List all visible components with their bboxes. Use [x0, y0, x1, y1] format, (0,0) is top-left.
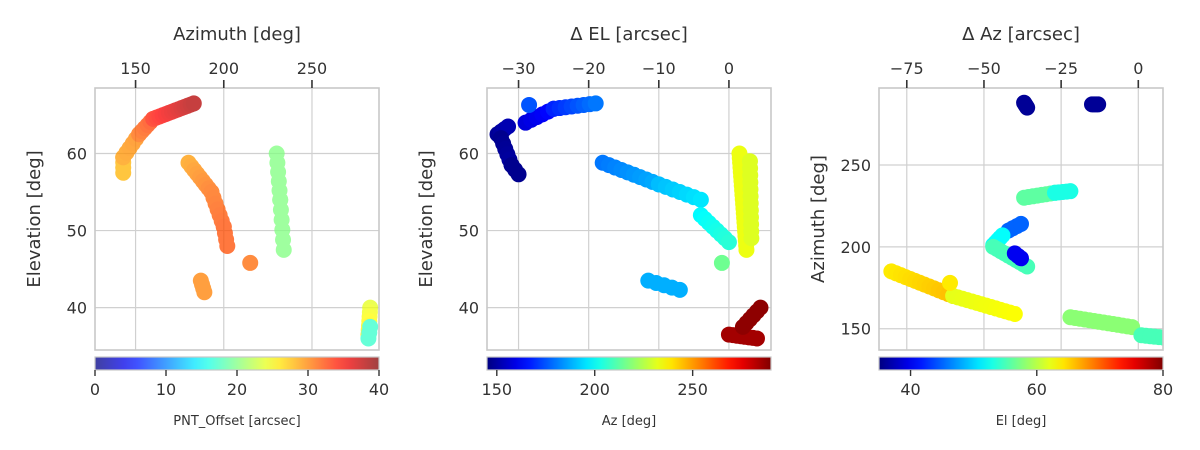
colorbar-tick-label: 200	[579, 380, 610, 399]
panel-3: −75 −50 −25 0 150 200 250 Δ Az [arcsec] Azimuth …	[808, 24, 1180, 429]
y-axis-title: Elevation [deg]	[24, 150, 45, 287]
colorbar-tick-label: 20	[227, 380, 247, 399]
data-point	[185, 95, 202, 112]
colorbar-tick-label: 10	[156, 380, 176, 399]
y-tick-label: 50	[67, 222, 87, 241]
data-point	[752, 299, 769, 316]
x-axis-title: Azimuth [deg]	[173, 24, 301, 45]
data-point	[1013, 250, 1029, 267]
plot-area	[487, 88, 771, 350]
colorbar-tick-label: 150	[482, 380, 513, 399]
x-tick-label: 200	[208, 59, 239, 78]
x-tick-label: −10	[642, 59, 676, 78]
data-point	[362, 318, 379, 335]
axes-frame	[94, 87, 380, 351]
colorbar	[487, 357, 771, 370]
x-axis-title: Δ Az [arcsec]	[962, 24, 1080, 45]
axes-frame	[486, 87, 772, 351]
data-point	[587, 95, 604, 112]
y-axis-title: Elevation [deg]	[416, 150, 437, 287]
colorbar	[95, 357, 379, 370]
x-tick-label: 150	[120, 59, 151, 78]
data-point	[671, 281, 688, 298]
data-point	[1013, 215, 1029, 232]
colorbar	[879, 357, 1163, 370]
colorbar-tick-label: 0	[90, 380, 100, 399]
y-axis-title: Azimuth [deg]	[808, 155, 829, 283]
data-point	[196, 284, 213, 301]
y-tick-label: 40	[67, 299, 87, 318]
x-tick-label: −20	[572, 59, 606, 78]
x-tick-label: −50	[967, 59, 1001, 78]
data-point	[692, 191, 709, 208]
data-points	[115, 95, 379, 347]
colorbar-tick-label: 40	[369, 380, 389, 399]
data-point	[1090, 96, 1107, 113]
data-points	[883, 94, 1180, 347]
data-point	[219, 237, 236, 254]
colorbar-title: El [deg]	[996, 414, 1047, 429]
x-tick-label: −30	[502, 59, 536, 78]
data-point	[748, 330, 765, 347]
data-point	[1062, 183, 1079, 200]
data-point	[942, 274, 958, 291]
y-tick-label: 60	[459, 145, 479, 164]
y-tick-label: 60	[67, 145, 87, 164]
x-tick-label: 0	[1133, 59, 1143, 78]
colorbar-tick-label: 60	[1027, 380, 1047, 399]
x-tick-label: −25	[1044, 59, 1078, 78]
data-point	[994, 227, 1011, 244]
y-tick-label: 40	[459, 299, 479, 318]
colorbar-tick-label: 30	[298, 380, 318, 399]
data-point	[743, 230, 760, 247]
colorbar-tick-label: 40	[900, 380, 920, 399]
data-point	[713, 254, 730, 271]
axes-frame	[878, 87, 1164, 351]
data-point	[1006, 305, 1023, 322]
x-tick-label: 0	[724, 59, 734, 78]
x-tick-label: −75	[890, 59, 924, 78]
data-point	[500, 118, 517, 135]
y-tick-label: 200	[840, 238, 871, 257]
data-point	[242, 254, 259, 271]
colorbar-tick-label: 80	[1153, 380, 1173, 399]
x-axis-title: Δ EL [arcsec]	[570, 24, 687, 45]
colorbar-frame	[486, 356, 772, 371]
colorbar-tick-label: 250	[677, 380, 708, 399]
x-tick-label: 250	[297, 59, 328, 78]
colorbar-title: PNT_Offset [arcsec]	[173, 414, 300, 429]
data-point	[510, 166, 527, 183]
y-tick-label: 150	[840, 320, 871, 339]
panel-2: −30 −20 −10 0 40 50 60 Δ EL [arcsec] Elevation […	[416, 24, 772, 429]
y-tick-label: 250	[840, 156, 871, 175]
data-points	[489, 95, 769, 347]
data-point	[720, 234, 737, 251]
colorbar-title: Az [deg]	[602, 414, 657, 429]
data-point	[521, 96, 538, 113]
data-point	[1019, 99, 1036, 116]
data-point	[275, 241, 292, 258]
colorbar-frame	[878, 356, 1164, 371]
data-point	[1164, 331, 1180, 347]
y-tick-label: 50	[459, 222, 479, 241]
